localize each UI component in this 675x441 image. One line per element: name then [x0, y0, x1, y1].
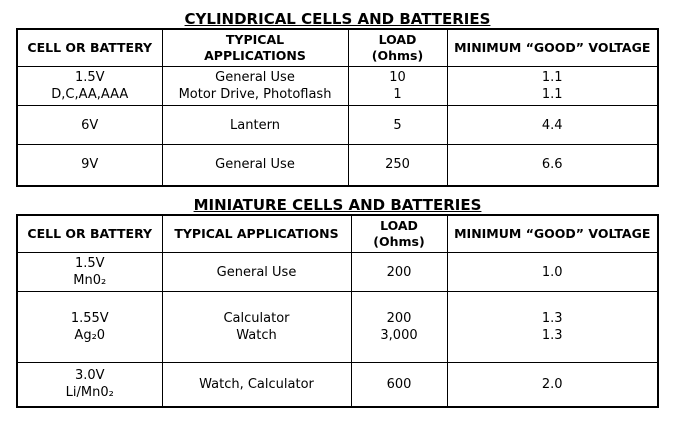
cell-applications: Lantern [161, 105, 349, 145]
cell-applications: General Use [161, 252, 352, 292]
header-load-ohms: LOAD (Ohms) [347, 28, 448, 67]
table-row: 1.5V Mn0₂ General Use 200 1.0 [16, 252, 659, 292]
header-load-ohms: LOAD (Ohms) [350, 214, 448, 253]
cylindrical-table: CELL OR BATTERY TYPICAL APPLICATIONS LOA… [16, 28, 659, 187]
cell-battery-type: 9V [16, 144, 163, 186]
header-cell-or-battery: CELL OR BATTERY [16, 214, 163, 253]
table-row: 1.55V Ag₂0 Calculator Watch 200 3,000 1.… [16, 291, 659, 363]
cell-load: 5 [347, 105, 448, 145]
table-row: 6V Lantern 5 4.4 [16, 105, 659, 145]
cell-load: 250 [347, 144, 448, 186]
cell-voltage: 4.4 [446, 105, 659, 145]
cell-load: 200 [350, 252, 448, 292]
cell-applications: General Use Motor Drive, Photoflash [161, 66, 349, 106]
cell-battery-type: 1.5V Mn0₂ [16, 252, 163, 292]
miniature-header-row: CELL OR BATTERY TYPICAL APPLICATIONS LOA… [16, 214, 659, 253]
cell-load: 10 1 [347, 66, 448, 106]
header-typical-applications: TYPICAL APPLICATIONS [161, 28, 349, 67]
cell-battery-type: 1.5V D,C,AA,AAA [16, 66, 163, 106]
header-minimum-good-voltage: MINIMUM “GOOD” VOLTAGE [446, 214, 659, 253]
table-row: 3.0V Li/Mn0₂ Watch, Calculator 600 2.0 [16, 362, 659, 407]
cell-applications: General Use [161, 144, 349, 186]
cylindrical-header-row: CELL OR BATTERY TYPICAL APPLICATIONS LOA… [16, 28, 659, 67]
cell-applications: Calculator Watch [161, 291, 352, 363]
cell-voltage: 1.3 1.3 [446, 291, 659, 363]
cell-voltage: 1.0 [446, 252, 659, 292]
miniature-table: CELL OR BATTERY TYPICAL APPLICATIONS LOA… [16, 213, 659, 408]
cell-load: 600 [350, 362, 448, 407]
table-row: 9V General Use 250 6.6 [16, 144, 659, 186]
cell-voltage: 2.0 [446, 362, 659, 407]
cell-battery-type: 1.55V Ag₂0 [16, 291, 163, 363]
header-typical-applications: TYPICAL APPLICATIONS [161, 214, 352, 253]
header-cell-or-battery: CELL OR BATTERY [16, 28, 163, 67]
cell-battery-type: 3.0V Li/Mn0₂ [16, 362, 163, 407]
cell-battery-type: 6V [16, 105, 163, 145]
cell-voltage: 6.6 [446, 144, 659, 186]
header-minimum-good-voltage: MINIMUM “GOOD” VOLTAGE [446, 28, 659, 67]
cylindrical-table-title: CYLINDRICAL CELLS AND BATTERIES [184, 10, 491, 28]
cell-load: 200 3,000 [350, 291, 448, 363]
miniature-table-title: MINIATURE CELLS AND BATTERIES [193, 195, 482, 214]
cell-applications: Watch, Calculator [161, 362, 352, 407]
table-row: 1.5V D,C,AA,AAA General Use Motor Drive,… [16, 66, 659, 106]
cell-voltage: 1.1 1.1 [446, 66, 659, 106]
